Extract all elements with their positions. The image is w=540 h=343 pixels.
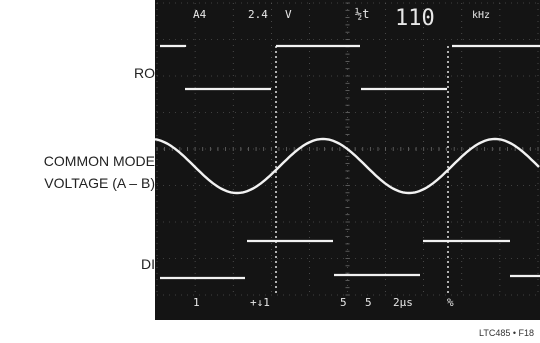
common-mode-label-line1: COMMON MODE [43,153,155,169]
readout-ch2-scale: +↓1 [250,296,270,309]
oscilloscope-display: A4 2.4 V ½t 110 kHz 1 +↓1 5 5 2µs % [155,2,540,309]
ro-label: RO [134,65,155,81]
common-mode-waveform [155,137,540,195]
figure-label: LTC485 • F18 [478,328,534,338]
readout-volt-unit: V [285,8,292,21]
oscilloscope-screen: A4 2.4 V ½t 110 kHz 1 +↓1 5 5 2µs % [155,0,540,320]
readout-t-symbol: ½t [355,7,369,21]
readout-frequency-unit: kHz [472,10,490,21]
common-mode-voltage-label: COMMON MODE VOLTAGE (A – B) [44,150,155,194]
readout-frequency: 110 [395,6,435,31]
readout-b: 5 [365,296,372,309]
common-mode-label-line2: VOLTAGE (A – B) [44,175,155,191]
readout-ch1-scale: 1 [193,296,200,309]
readout-a: 5 [340,296,347,309]
readout-mode: % [447,296,454,309]
di-label: DI [141,256,155,272]
readout-timebase: 2µs [393,296,413,309]
readout-volts: 2.4 [248,8,268,21]
top-marker-trace-left [160,44,187,48]
readout-channel-a: A4 [193,8,207,21]
